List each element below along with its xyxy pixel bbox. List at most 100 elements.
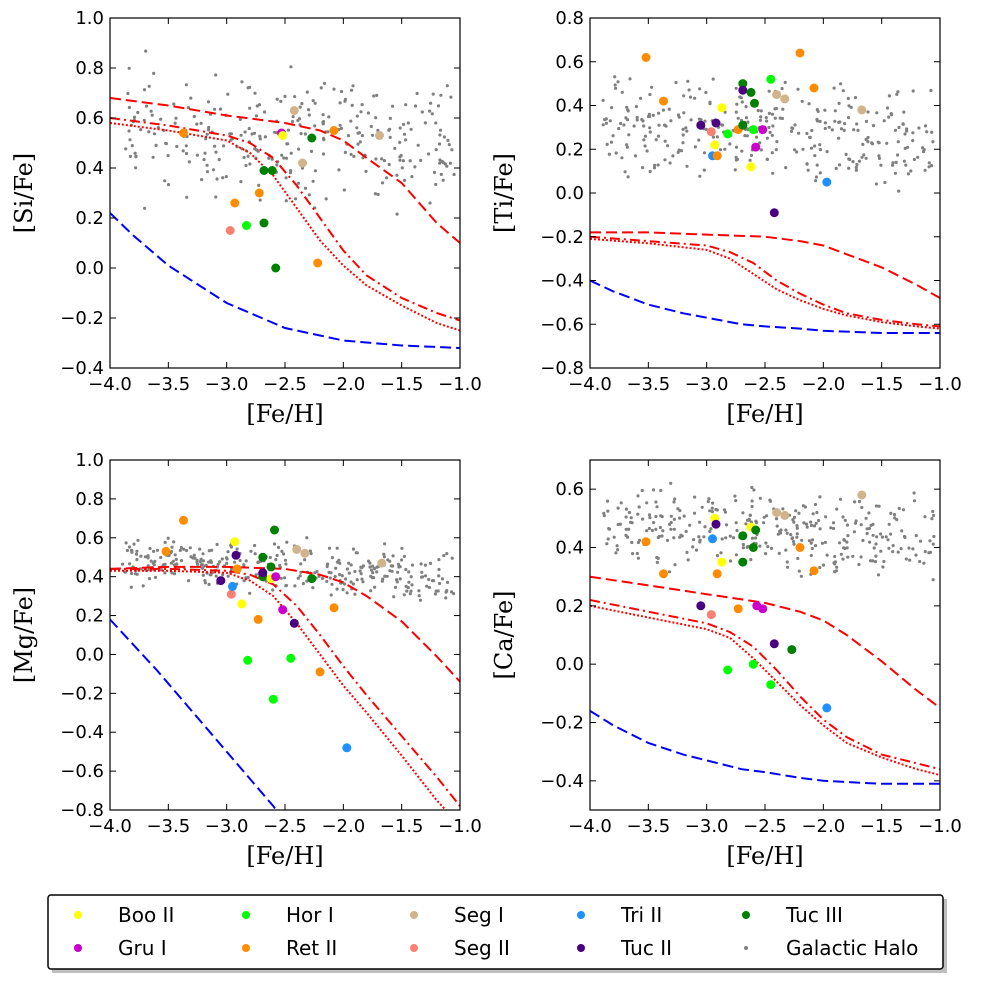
star-ret-ii <box>809 566 819 576</box>
halo-point <box>916 155 920 159</box>
halo-point <box>203 581 207 585</box>
legend-item-tuc-iii: Tuc III <box>742 903 843 927</box>
halo-point <box>750 536 755 540</box>
y-tick-label: 0.0 <box>555 654 584 675</box>
halo-point <box>174 116 178 120</box>
halo-point <box>821 563 826 567</box>
halo-point <box>764 541 768 545</box>
halo-point <box>300 102 304 106</box>
halo-point <box>689 118 693 122</box>
halo-point <box>642 138 646 142</box>
halo-point <box>358 140 362 144</box>
legend-item-tri-ii: Tri II <box>577 903 662 927</box>
halo-point <box>270 157 274 161</box>
halo-point <box>293 584 297 588</box>
halo-point <box>159 555 163 560</box>
x-tick-label: −4.0 <box>568 374 612 395</box>
star-hor-i <box>723 665 733 675</box>
halo-point <box>184 151 189 156</box>
halo-point <box>687 88 691 92</box>
halo-point <box>734 553 739 557</box>
halo-point <box>841 557 845 561</box>
halo-point <box>643 144 647 148</box>
halo-point <box>308 549 312 553</box>
y-tick-label: 0.0 <box>555 183 584 204</box>
halo-point <box>248 106 252 110</box>
halo-point <box>736 116 740 120</box>
star-boo-ii <box>717 557 727 567</box>
halo-point <box>173 553 177 557</box>
halo-point <box>124 541 128 545</box>
halo-point <box>744 522 748 526</box>
halo-point <box>841 89 845 93</box>
halo-point <box>818 495 822 499</box>
halo-point <box>299 132 303 136</box>
halo-point <box>279 99 283 103</box>
halo-point <box>238 558 242 563</box>
halo-point <box>724 536 728 540</box>
star-ret-ii <box>315 667 325 677</box>
halo-point <box>608 119 612 123</box>
halo-point <box>899 547 903 551</box>
y-axis-label: [Ti/Fe] <box>490 153 518 233</box>
halo-point <box>147 130 151 134</box>
halo-point <box>801 147 805 151</box>
x-tick-label: −1.5 <box>380 816 424 837</box>
halo-point <box>275 163 279 167</box>
halo-point <box>864 156 868 160</box>
halo-point <box>891 161 895 165</box>
halo-point <box>777 551 781 556</box>
halo-point <box>218 107 223 111</box>
halo-point <box>917 126 921 130</box>
halo-point <box>449 95 453 99</box>
halo-point <box>818 148 823 152</box>
halo-point <box>330 556 334 560</box>
y-tick-label: −0.4 <box>60 358 104 379</box>
halo-point <box>627 510 632 515</box>
legend-item-tuc-ii: Tuc II <box>577 936 672 960</box>
y-tick-label: −0.2 <box>540 227 584 248</box>
halo-point <box>723 147 727 151</box>
halo-point <box>842 128 846 132</box>
halo-point <box>129 585 133 589</box>
halo-point <box>184 548 189 553</box>
halo-point <box>352 154 356 158</box>
halo-point <box>676 507 680 511</box>
halo-point <box>238 117 242 121</box>
halo-point <box>297 147 301 151</box>
halo-point <box>686 79 690 83</box>
star-tri-ii <box>822 703 832 713</box>
halo-point <box>758 544 762 548</box>
halo-point <box>661 108 666 112</box>
star-tuc-iii <box>738 79 748 89</box>
halo-point <box>731 536 736 540</box>
halo-point <box>429 101 433 105</box>
halo-point <box>188 546 192 550</box>
halo-point <box>134 166 138 170</box>
star-gru-i <box>278 605 288 615</box>
halo-point <box>202 158 206 162</box>
halo-point <box>452 592 456 596</box>
halo-point <box>172 540 176 544</box>
legend-item-hor-i: Hor I <box>242 903 334 927</box>
halo-point <box>349 580 353 584</box>
halo-point <box>445 589 449 593</box>
halo-point <box>206 100 211 104</box>
halo-point <box>229 567 234 571</box>
x-tick-label: −2.0 <box>321 374 365 395</box>
halo-point <box>733 494 737 498</box>
x-axis-label: [Fe/H] <box>726 400 803 428</box>
halo-point <box>774 517 779 521</box>
halo-point <box>303 132 307 136</box>
halo-point <box>415 91 419 96</box>
y-tick-label: 0.2 <box>555 596 584 617</box>
halo-point <box>150 113 154 117</box>
halo-point <box>356 131 360 135</box>
halo-point <box>759 109 763 113</box>
halo-point <box>626 175 630 179</box>
halo-point <box>604 121 609 125</box>
star-hor-i <box>766 74 776 84</box>
star-ret-ii <box>179 515 188 525</box>
halo-point <box>774 148 778 152</box>
x-tick-label: −3.0 <box>685 816 729 837</box>
